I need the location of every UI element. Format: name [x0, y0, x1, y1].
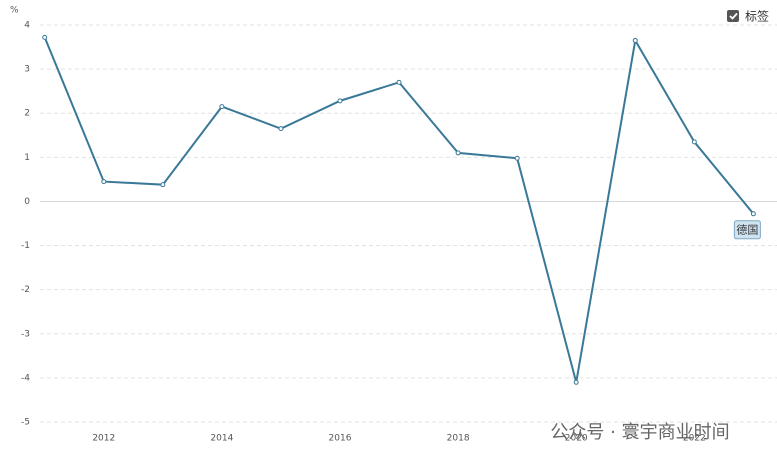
- point: [396, 79, 402, 85]
- line: [43, 36, 755, 383]
- y-unit: %: [10, 6, 19, 16]
- y-tick-label: 1: [24, 153, 30, 163]
- series-label: 德国: [736, 222, 758, 236]
- point: [160, 182, 166, 188]
- legend-toggle-label[interactable]: 标签: [745, 9, 769, 24]
- y-tick-label: -2: [21, 285, 30, 295]
- x-tick-label: 2018: [447, 434, 470, 444]
- point: [337, 98, 343, 104]
- point: [42, 34, 48, 40]
- x-tick-label: 2014: [210, 434, 233, 444]
- x-tick-label: 2020: [565, 434, 588, 444]
- point: [101, 179, 107, 185]
- check-mark: [729, 12, 738, 20]
- y-tick-label: -5: [21, 418, 30, 428]
- checkbox[interactable]: [727, 10, 739, 22]
- y-tick-label: -3: [21, 329, 30, 339]
- y-tick-label: 0: [24, 197, 30, 207]
- y-tick-label: 4: [24, 21, 30, 31]
- y-tick-label: 2: [24, 109, 30, 119]
- y-tick-label: -1: [21, 241, 30, 251]
- watermark: 公众号 · 寰宇商业时间: [550, 422, 729, 443]
- y-tick-label: 3: [24, 65, 30, 75]
- point: [750, 211, 756, 217]
- point: [278, 126, 284, 132]
- point: [573, 379, 579, 385]
- series-label-box: [733, 220, 761, 240]
- point: [455, 150, 461, 156]
- point: [632, 37, 638, 43]
- point: [514, 155, 520, 161]
- x-tick-label: 2022: [683, 434, 706, 444]
- legend-toggle[interactable]: 标签: [727, 9, 769, 24]
- point: [691, 139, 697, 145]
- point: [219, 104, 225, 110]
- x-tick-label: 2016: [329, 434, 352, 444]
- x-tick-label: 2012: [92, 434, 115, 444]
- y-tick-label: -4: [21, 373, 30, 383]
